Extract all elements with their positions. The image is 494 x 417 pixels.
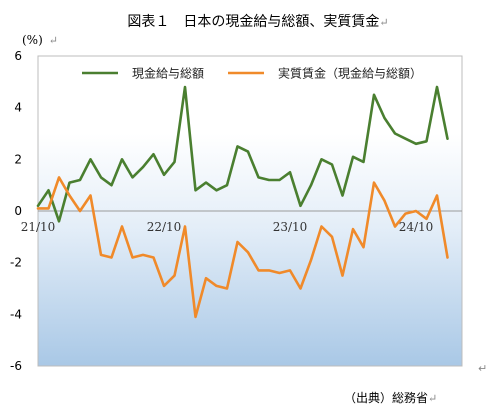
series-line-1 — [36, 85, 449, 223]
legend-label-2: 実質賃金（現金給与総額） — [278, 66, 422, 81]
y-tick-label: 4 — [14, 101, 22, 115]
y-tick-label: 6 — [14, 49, 22, 63]
x-tick-label: 24/10 — [399, 220, 434, 234]
y-tick-label: 0 — [14, 204, 22, 218]
series-line-2 — [36, 176, 449, 319]
y-tick-label: -6 — [10, 359, 22, 373]
x-tick-label: 22/10 — [147, 220, 182, 234]
y-tick-label: 2 — [14, 152, 22, 166]
legend: 現金給与総額 実質賃金（現金給与総額） — [72, 62, 448, 84]
x-tick-labels: 21/10 22/10 23/10 24/10 — [21, 220, 434, 234]
y-axis-unit-label: (%) ↵ — [22, 33, 58, 47]
source-note: （出典）総務省↵ — [344, 391, 437, 405]
series-lines — [36, 85, 449, 319]
right-return-mark: ↵ — [478, 362, 487, 375]
x-tick-label: 23/10 — [273, 220, 308, 234]
y-tick-label: -2 — [10, 256, 22, 270]
y-tick-labels: 6 4 2 0 -2 -4 -6 — [10, 49, 22, 373]
y-tick-label: -4 — [10, 307, 22, 321]
x-tick-label: 21/10 — [21, 220, 56, 234]
legend-label-1: 現金給与総額 — [132, 66, 204, 81]
chart-title: 図表１ 日本の現金給与総額、実質賃金↵ — [127, 14, 388, 30]
